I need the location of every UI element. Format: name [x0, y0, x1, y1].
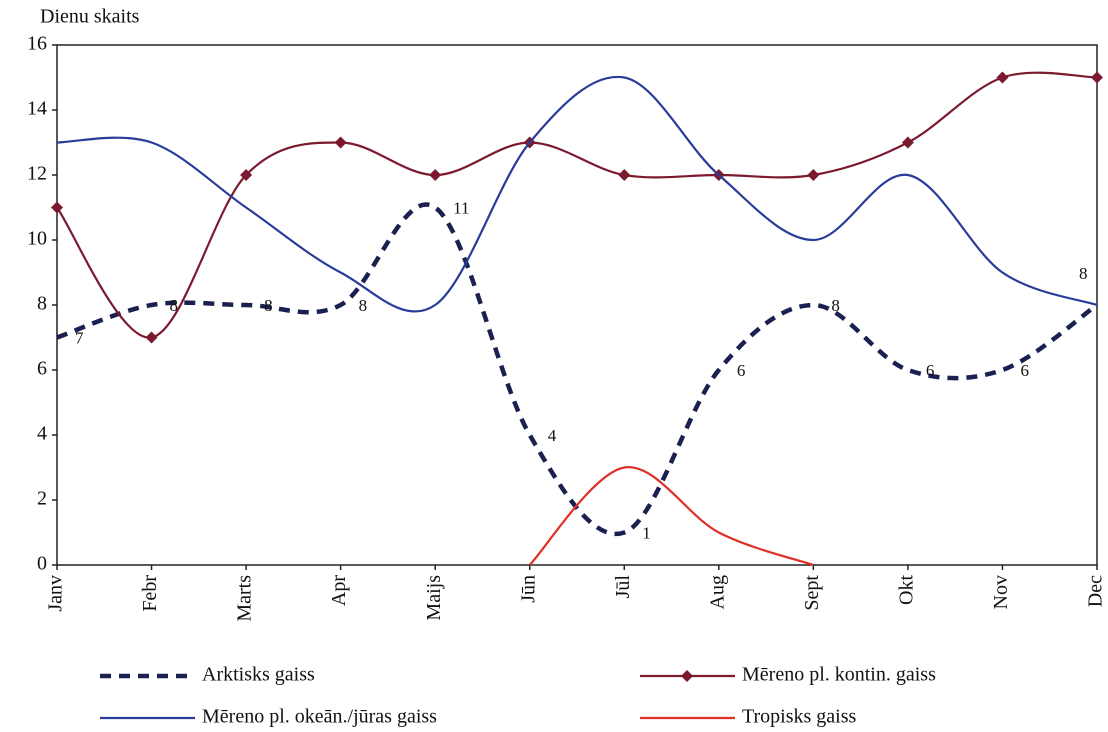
data-label: 11 [453, 198, 469, 217]
data-label: 8 [264, 296, 273, 315]
data-label: 7 [75, 328, 84, 347]
y-tick-label: 4 [37, 423, 47, 445]
marker [618, 169, 631, 181]
series-line [56, 202, 1099, 537]
series-line [56, 71, 1098, 339]
y-tick-label: 12 [27, 163, 47, 185]
data-label: 6 [926, 361, 935, 380]
legend-label: Arktisks gaiss [202, 664, 315, 686]
y-axis-title: Dienu skaits [40, 6, 140, 28]
x-tick-label: Janv [45, 575, 67, 612]
x-tick-label: Okt [896, 575, 918, 605]
x-tick-label: Dec [1085, 575, 1107, 607]
x-tick-label: Sept [801, 575, 823, 611]
x-tick-label: Febr [139, 575, 161, 612]
data-label: 6 [1020, 361, 1029, 380]
y-tick-label: 16 [27, 33, 47, 55]
x-tick-label: Aug [706, 575, 728, 609]
data-label: 8 [359, 296, 368, 315]
legend-label: Tropisks gaiss [742, 706, 857, 728]
marker [901, 136, 914, 149]
x-tick-label: Apr [328, 575, 350, 606]
data-label: 8 [170, 296, 179, 315]
data-label: 8 [1079, 264, 1088, 283]
x-tick-label: Jūn [517, 575, 539, 603]
data-label: 1 [642, 523, 651, 542]
marker [1091, 71, 1103, 84]
y-tick-label: 8 [37, 293, 47, 315]
x-tick-label: Jūl [612, 575, 634, 599]
x-tick-label: Nov [990, 575, 1012, 609]
series-line [56, 75, 1098, 313]
marker [334, 136, 347, 149]
marker [996, 71, 1009, 84]
data-label: 4 [548, 426, 557, 445]
x-tick-label: Marts [234, 575, 256, 622]
legend-label: Mēreno pl. okeān./jūras gaiss [202, 706, 437, 728]
x-tick-label: Maijs [423, 575, 445, 621]
y-tick-label: 10 [27, 228, 47, 250]
data-label: 8 [831, 296, 840, 315]
y-tick-label: 0 [37, 553, 47, 575]
marker [429, 169, 442, 181]
y-tick-label: 14 [27, 98, 47, 120]
series-line [528, 466, 814, 567]
marker [807, 169, 820, 181]
y-tick-label: 2 [37, 488, 47, 510]
marker [51, 201, 63, 214]
y-tick-label: 6 [37, 358, 47, 380]
legend-marker [681, 670, 693, 682]
data-label: 6 [737, 361, 746, 380]
marker [240, 169, 253, 181]
marker [145, 331, 158, 344]
legend-label: Mēreno pl. kontin. gaiss [742, 664, 936, 686]
